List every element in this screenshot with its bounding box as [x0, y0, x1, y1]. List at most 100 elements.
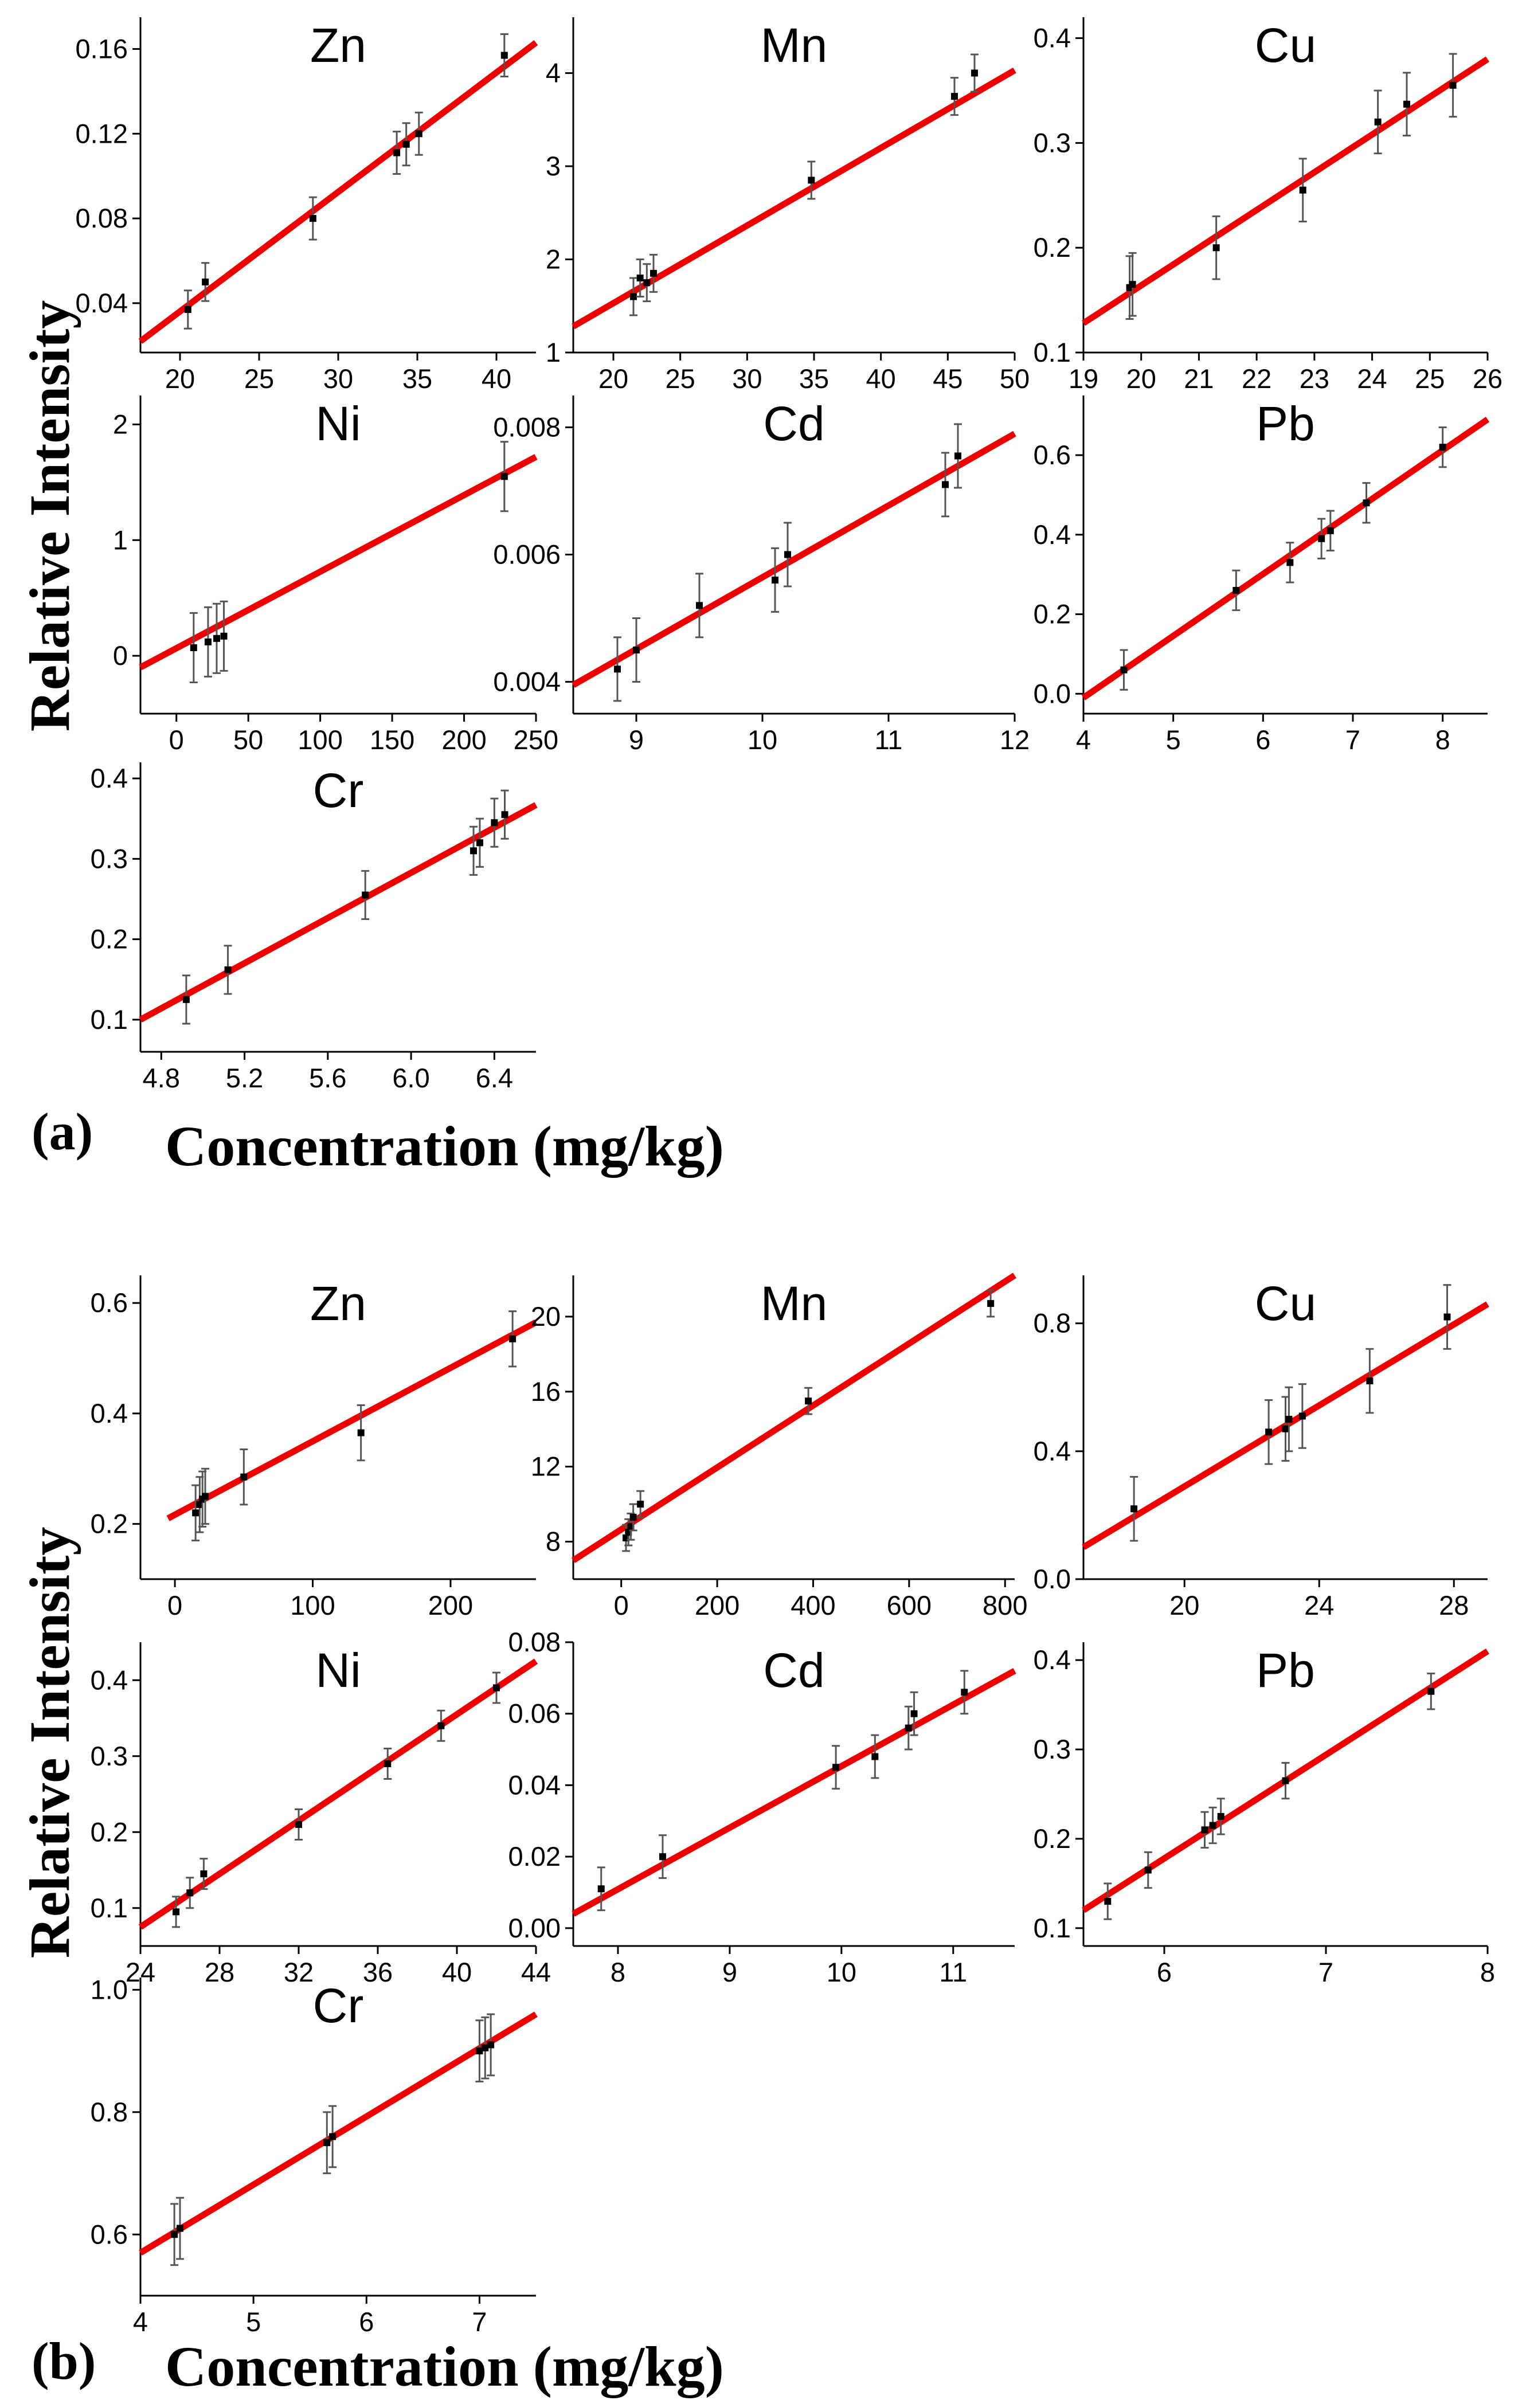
data-point: [1298, 1412, 1306, 1420]
x-tick-label: 0: [169, 725, 184, 755]
y-tick-label: 0.6: [1034, 440, 1071, 470]
data-point: [493, 1684, 500, 1692]
data-point: [402, 140, 410, 148]
y-tick-label: 1: [113, 524, 128, 555]
data-point: [808, 177, 815, 184]
panel-title: Pb: [1256, 397, 1315, 451]
data-point: [961, 1689, 968, 1696]
data-point: [1201, 1826, 1208, 1834]
data-point: [224, 966, 232, 973]
data-point: [240, 1473, 248, 1481]
y-tick-label: 0.1: [91, 1893, 128, 1923]
y-tick-label: 1: [546, 337, 561, 367]
data-point: [393, 149, 401, 156]
data-point: [905, 1724, 912, 1732]
x-tick-label: 5: [1166, 725, 1181, 755]
x-tick-label: 22: [1242, 363, 1271, 394]
data-point: [772, 576, 778, 584]
panel-title: Mn: [761, 1277, 828, 1330]
data-point: [1285, 1416, 1293, 1423]
data-point: [1282, 1425, 1289, 1432]
data-point: [633, 647, 640, 653]
x-tick-label: 32: [284, 1957, 314, 1987]
x-tick-label: 100: [290, 1590, 335, 1620]
data-point: [357, 1429, 365, 1436]
x-tick-label: 6.0: [392, 1063, 429, 1093]
x-tick-label: 6.4: [476, 1063, 513, 1093]
x-tick-label: 21: [1184, 363, 1214, 394]
data-point: [1104, 1898, 1112, 1905]
data-point: [637, 1501, 644, 1508]
panel-b-cu: 20 24 28 0.0 0.4 0.8 Cu: [1034, 1275, 1489, 1620]
x-tick-label: 35: [402, 363, 432, 394]
y-tick-label: 0.2: [1034, 1823, 1071, 1854]
x-tick-label: 35: [799, 363, 829, 394]
y-tick-label: 0.006: [493, 539, 561, 570]
data-point: [832, 1764, 840, 1771]
x-tick-label: 5: [246, 2307, 261, 2337]
data-point: [177, 2225, 183, 2232]
x-tick-label: 36: [363, 1957, 393, 1987]
data-point: [614, 665, 621, 673]
data-point: [509, 1335, 517, 1342]
data-point: [1299, 186, 1306, 194]
y-tick-label: 12: [531, 1451, 561, 1482]
data-point: [1217, 1812, 1224, 1820]
x-tick-label: 0: [167, 1590, 182, 1620]
data-point: [220, 632, 228, 640]
panel-b-mn: 0 200 400 600 800 8 12 16 20 Mn: [531, 1272, 1027, 1620]
y-tick-label: 0.1: [1034, 337, 1071, 367]
fit-line: [139, 802, 538, 1023]
x-tick-label: 200: [695, 1590, 739, 1620]
data-point: [696, 602, 703, 609]
x-tick-label: 11: [875, 725, 903, 755]
y-tick-label: 0.6: [91, 1287, 128, 1318]
x-tick-label: 45: [933, 363, 962, 394]
data-point: [362, 891, 369, 899]
y-tick-label: 2: [113, 409, 128, 439]
x-tick-label: 4.8: [143, 1063, 180, 1093]
x-tick-label: 9: [629, 725, 644, 755]
data-point: [971, 69, 978, 77]
data-point: [1318, 535, 1325, 542]
data-point: [190, 644, 197, 651]
data-point: [1120, 666, 1128, 674]
data-point: [650, 269, 657, 277]
data-point: [1427, 1687, 1435, 1695]
data-point: [1130, 1505, 1138, 1513]
data-point: [500, 473, 508, 480]
x-tick-label: 28: [1439, 1590, 1469, 1620]
y-tick-label: 16: [531, 1376, 561, 1407]
x-tick-label: 7: [1318, 1957, 1333, 1987]
part-b-xlabel: Concentration (mg/kg): [165, 2335, 724, 2398]
data-point: [171, 2231, 178, 2238]
y-tick-label: 0.04: [508, 1769, 561, 1800]
panel-a-pb: 4 5 6 7 8 0.0 0.2 0.4 0.6 Pb: [1034, 396, 1490, 755]
data-point: [629, 1514, 637, 1521]
data-point: [1129, 281, 1136, 288]
fit-line: [572, 1668, 1016, 1917]
x-tick-label: 600: [887, 1590, 932, 1620]
data-point: [196, 1501, 204, 1508]
x-tick-label: 30: [732, 363, 762, 394]
data-point: [1439, 444, 1446, 451]
panel-title: Cr: [313, 1979, 364, 2033]
panel-title: Mn: [761, 18, 828, 72]
data-point: [184, 306, 191, 313]
data-point: [213, 635, 220, 642]
panel-b-pb: 6 7 8 0.1 0.2 0.3 0.4 Pb: [1034, 1642, 1495, 1987]
x-tick-label: 25: [666, 363, 695, 394]
x-tick-label: 23: [1300, 363, 1329, 394]
data-point: [1449, 81, 1457, 89]
x-tick-label: 26: [1473, 363, 1502, 394]
panel-title: Ni: [315, 397, 361, 451]
y-tick-label: 0.8: [91, 2097, 128, 2127]
panel-a-cd: 9 10 11 12 0.004 0.006 0.008 Cd: [493, 396, 1030, 755]
panel-title: Cu: [1255, 18, 1316, 72]
y-tick-label: 3: [546, 151, 561, 181]
part-a-label: (a): [32, 1102, 93, 1161]
y-tick-label: 0.3: [91, 1741, 128, 1771]
data-point: [437, 1722, 445, 1729]
x-tick-label: 11: [939, 1957, 967, 1987]
